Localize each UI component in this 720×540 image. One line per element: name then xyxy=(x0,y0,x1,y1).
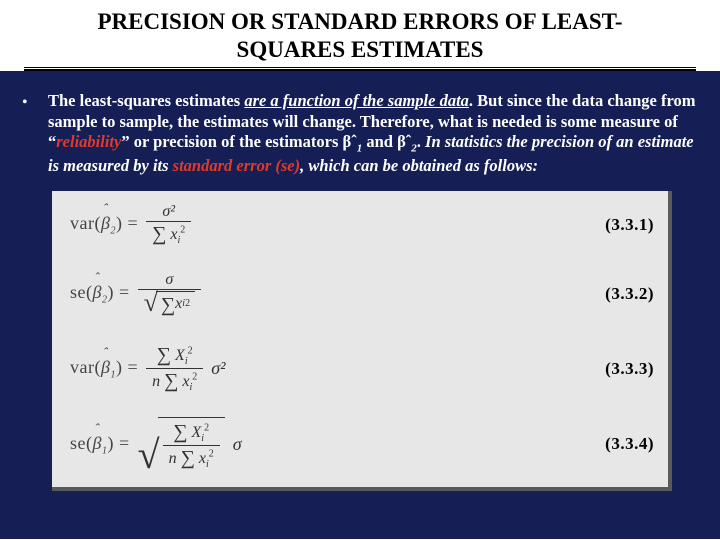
eq3-lhs: var(β1) = xyxy=(70,357,138,381)
eq1-lhs: var(β2) = xyxy=(70,213,138,237)
bullet-glyph: • xyxy=(22,91,34,112)
slide: PRECISION OR STANDARD ERRORS OF LEAST- S… xyxy=(0,0,720,540)
eq2-number: (3.3.2) xyxy=(605,284,654,304)
body-area: • The least-squares estimates are a func… xyxy=(0,71,720,539)
p-beta2: βˆ xyxy=(397,132,411,151)
p-seg-9: standard error (se) xyxy=(173,156,300,175)
eq4-num: ∑ Xi2 xyxy=(167,420,215,445)
paragraph: The least-squares estimates are a functi… xyxy=(48,91,698,177)
equation-row-1: var(β2) = σ² ∑ xi2 (3.3.1) xyxy=(70,203,654,247)
title-area: PRECISION OR STANDARD ERRORS OF LEAST- S… xyxy=(0,0,720,65)
eq3-trailing: σ² xyxy=(211,358,225,379)
equation-1: var(β2) = σ² ∑ xi2 xyxy=(70,203,191,247)
title-line-2: SQUARES ESTIMATES xyxy=(237,37,484,62)
eq4-den: n ∑ xi2 xyxy=(163,446,220,471)
eq3-sub: 1 xyxy=(110,370,116,381)
eq1-den: ∑ xi2 xyxy=(146,222,191,247)
eq2-sub: 2 xyxy=(102,294,108,305)
eq3-fn: var xyxy=(70,357,94,377)
formula-panel: var(β2) = σ² ∑ xi2 (3.3.1) se(β2) = xyxy=(52,191,672,491)
slide-title: PRECISION OR STANDARD ERRORS OF LEAST- S… xyxy=(40,8,680,63)
eq4-lhs: se(β1) = xyxy=(70,433,130,457)
eq2-den: √∑ xi2 xyxy=(138,290,201,316)
eq1-beta: β xyxy=(101,213,110,234)
equation-row-2: se(β2) = σ √∑ xi2 (3.3.2) xyxy=(70,271,654,316)
eq2-fn: se xyxy=(70,282,86,302)
equation-2: se(β2) = σ √∑ xi2 xyxy=(70,271,201,316)
eq1-frac: σ² ∑ xi2 xyxy=(146,203,191,247)
eq4-sub: 1 xyxy=(102,445,108,456)
eq4-fn: se xyxy=(70,433,86,453)
eq4-number: (3.3.4) xyxy=(605,434,654,454)
equation-row-4: se(β1) = √ ∑ Xi2 n ∑ xi2 σ xyxy=(70,417,654,471)
p-seg-7: . xyxy=(417,132,425,151)
p-beta1: βˆ xyxy=(343,132,357,151)
eq2-lhs: se(β2) = xyxy=(70,282,130,306)
eq3-den: n ∑ xi2 xyxy=(146,369,203,394)
eq2-num: σ xyxy=(159,271,179,289)
eq4-sqrt: √ ∑ Xi2 n ∑ xi2 xyxy=(138,417,225,471)
p-seg-1: The least-squares estimates xyxy=(48,91,244,110)
eq4-beta: β xyxy=(93,433,102,454)
eq1-number: (3.3.1) xyxy=(605,215,654,235)
eq4-trailing: σ xyxy=(233,434,242,455)
eq3-num: ∑ Xi2 xyxy=(151,343,199,368)
eq1-sub: 2 xyxy=(110,226,116,237)
title-line-1: PRECISION OR STANDARD ERRORS OF LEAST- xyxy=(97,9,622,34)
p-seg-2: are a function of the sample data xyxy=(244,91,469,110)
eq2-beta: β xyxy=(93,282,102,303)
equation-row-3: var(β1) = ∑ Xi2 n ∑ xi2 σ² (3.3.3) xyxy=(70,343,654,394)
equation-3: var(β1) = ∑ Xi2 n ∑ xi2 σ² xyxy=(70,343,226,394)
bullet-item: • The least-squares estimates are a func… xyxy=(22,91,698,177)
eq1-num: σ² xyxy=(156,203,181,221)
p-seg-5: ” or precision of the estimators xyxy=(121,132,342,151)
eq3-frac: ∑ Xi2 n ∑ xi2 xyxy=(146,343,203,394)
p-seg-6: and xyxy=(362,132,397,151)
equation-4: se(β1) = √ ∑ Xi2 n ∑ xi2 σ xyxy=(70,417,242,471)
eq1-fn: var xyxy=(70,213,94,233)
p-seg-10: , which can be obtained as follows: xyxy=(300,156,538,175)
eq3-beta: β xyxy=(101,357,110,378)
p-seg-4: reliability xyxy=(56,132,121,151)
eq3-number: (3.3.3) xyxy=(605,359,654,379)
eq2-frac: σ √∑ xi2 xyxy=(138,271,201,316)
